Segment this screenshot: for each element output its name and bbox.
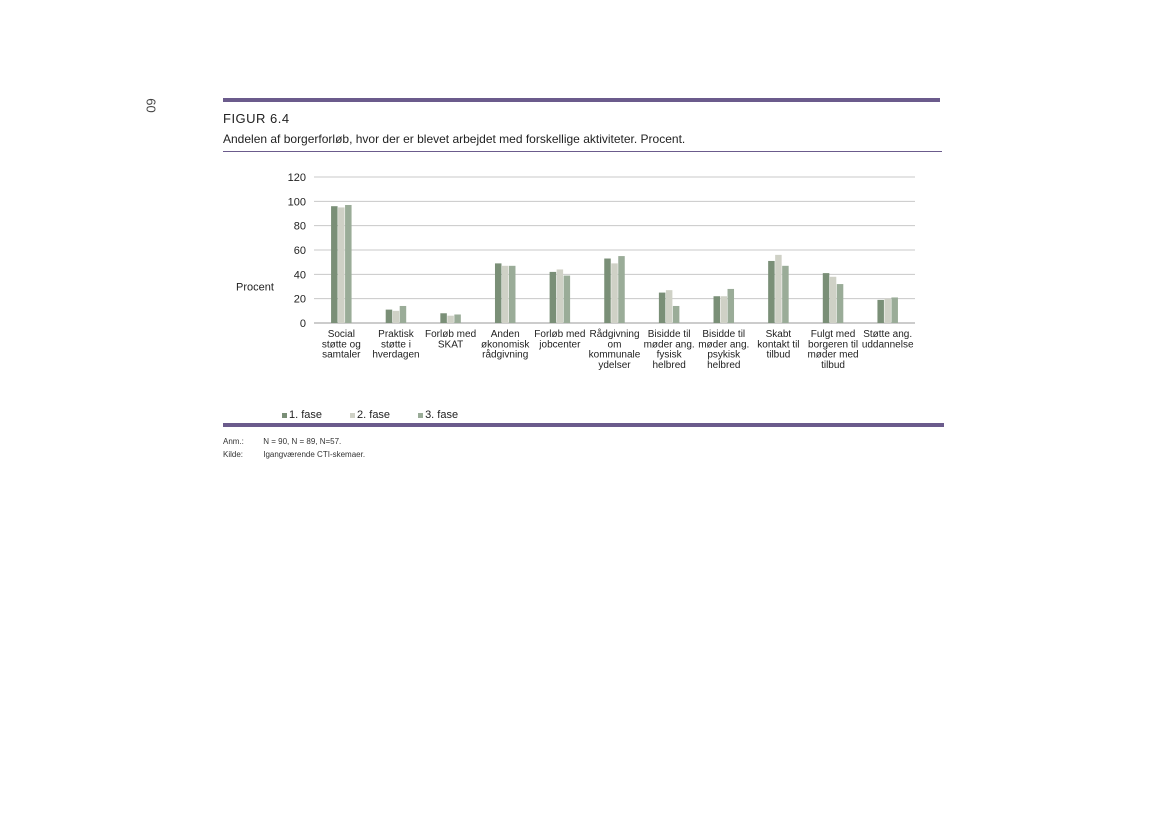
x-tick-label: Bisidde til <box>648 329 691 340</box>
x-tick-label: Forløb med <box>534 329 585 340</box>
bar <box>549 271 557 323</box>
bar <box>775 254 782 323</box>
legend-swatch-2 <box>350 412 356 418</box>
x-tick-label: helbred <box>652 360 685 371</box>
y-tick-label: 0 <box>300 318 306 330</box>
bar <box>385 309 393 323</box>
bar <box>884 298 891 323</box>
y-tick-label: 80 <box>294 221 306 233</box>
y-axis-label: Procent <box>236 282 274 294</box>
y-tick-label: 60 <box>294 245 306 257</box>
chart-legend: 1. fase 2. fase 3. fase <box>282 409 486 421</box>
bar <box>713 296 721 323</box>
legend-item-2: 2. fase <box>350 409 390 421</box>
bar <box>727 288 735 323</box>
bar <box>618 256 625 323</box>
x-tick-label: støtte og <box>322 339 361 350</box>
x-tick-label: økonomisk <box>481 339 530 350</box>
bar <box>392 310 400 323</box>
note-kilde: Kilde: Igangværende CTI-skemaer. <box>223 450 365 459</box>
bottom-rule <box>223 423 944 427</box>
x-tick-label: fysisk <box>657 350 683 361</box>
caption-rule <box>223 151 942 152</box>
x-tick-label: tilbud <box>766 350 790 361</box>
x-tick-label: tilbud <box>821 360 845 371</box>
y-tick-label: 20 <box>294 294 306 306</box>
x-tick-label: samtaler <box>322 350 361 361</box>
legend-label-1: 1. fase <box>289 409 323 421</box>
x-tick-label: møder ang. <box>698 339 749 350</box>
legend-item-3: 3. fase <box>418 409 458 421</box>
x-tick-label: Forløb med <box>425 329 476 340</box>
bar <box>338 207 345 323</box>
bar <box>447 315 454 323</box>
x-tick-label: Støtte ang. <box>863 329 912 340</box>
x-tick-label: møder ang. <box>644 339 695 350</box>
x-tick-label: uddannelse <box>862 339 914 350</box>
page-number: 60 <box>143 98 159 113</box>
bar <box>604 258 611 323</box>
bar <box>877 299 884 323</box>
note-anm: Anm.: N = 90, N = 89, N=57. <box>223 437 341 446</box>
bar <box>440 313 447 323</box>
bar <box>665 290 673 323</box>
x-tick-label: jobcenter <box>538 339 581 350</box>
x-tick-label: ydelser <box>598 360 631 371</box>
x-tick-label: kontakt til <box>757 339 799 350</box>
bar <box>501 265 509 323</box>
legend-swatch-3 <box>418 412 424 418</box>
legend-label-2: 2. fase <box>357 409 391 421</box>
x-tick-label: rådgivning <box>482 349 528 361</box>
x-tick-label: Bisidde til <box>702 329 745 340</box>
bar <box>454 314 461 323</box>
x-tick-label: om <box>608 339 622 350</box>
note-anm-text: N = 90, N = 89, N=57. <box>263 437 342 446</box>
legend-item-1: 1. fase <box>282 409 322 421</box>
x-tick-label: helbred <box>707 360 740 371</box>
x-tick-label: møder med <box>807 350 858 361</box>
figure-label: FIGUR 6.4 <box>223 111 290 126</box>
note-kilde-key: Kilde: <box>223 450 244 459</box>
bar <box>331 206 338 323</box>
x-tick-label: psykisk <box>707 350 741 361</box>
x-tick-label: Social <box>328 329 355 340</box>
bar <box>556 269 564 323</box>
x-tick-label: SKAT <box>438 339 463 350</box>
x-tick-label: Praktisk <box>378 329 415 340</box>
legend-label-3: 3. fase <box>425 409 459 421</box>
y-tick-label: 120 <box>288 172 306 184</box>
bar <box>563 275 571 323</box>
bar <box>672 305 680 323</box>
bar <box>399 305 407 323</box>
bar <box>782 265 789 323</box>
bar <box>822 273 830 323</box>
x-tick-label: Fulgt med <box>811 329 855 340</box>
bar <box>829 276 837 323</box>
top-rule <box>223 98 940 102</box>
x-tick-label: Skabt <box>766 329 792 340</box>
x-tick-label: kommunale <box>589 350 641 361</box>
note-anm-key: Anm.: <box>223 437 244 446</box>
bar <box>658 292 666 323</box>
y-tick-label: 40 <box>294 269 306 281</box>
x-tick-label: borgeren til <box>808 339 858 350</box>
bar <box>345 204 352 323</box>
bar <box>508 265 516 323</box>
legend-swatch-1 <box>282 412 287 418</box>
bar <box>836 284 844 323</box>
x-tick-label: Rådgivning <box>589 328 639 340</box>
bar <box>891 297 898 323</box>
y-tick-label: 100 <box>288 196 306 208</box>
note-kilde-text: Igangværende CTI-skemaer. <box>263 450 366 459</box>
x-tick-label: Anden <box>491 329 520 340</box>
figure-caption: Andelen af borgerforløb, hvor der er ble… <box>223 132 686 146</box>
x-tick-label: hverdagen <box>372 350 419 361</box>
bar <box>494 263 502 323</box>
x-tick-label: støtte i <box>381 339 411 350</box>
bar <box>768 260 775 323</box>
bar <box>611 263 618 323</box>
bar <box>720 296 728 323</box>
